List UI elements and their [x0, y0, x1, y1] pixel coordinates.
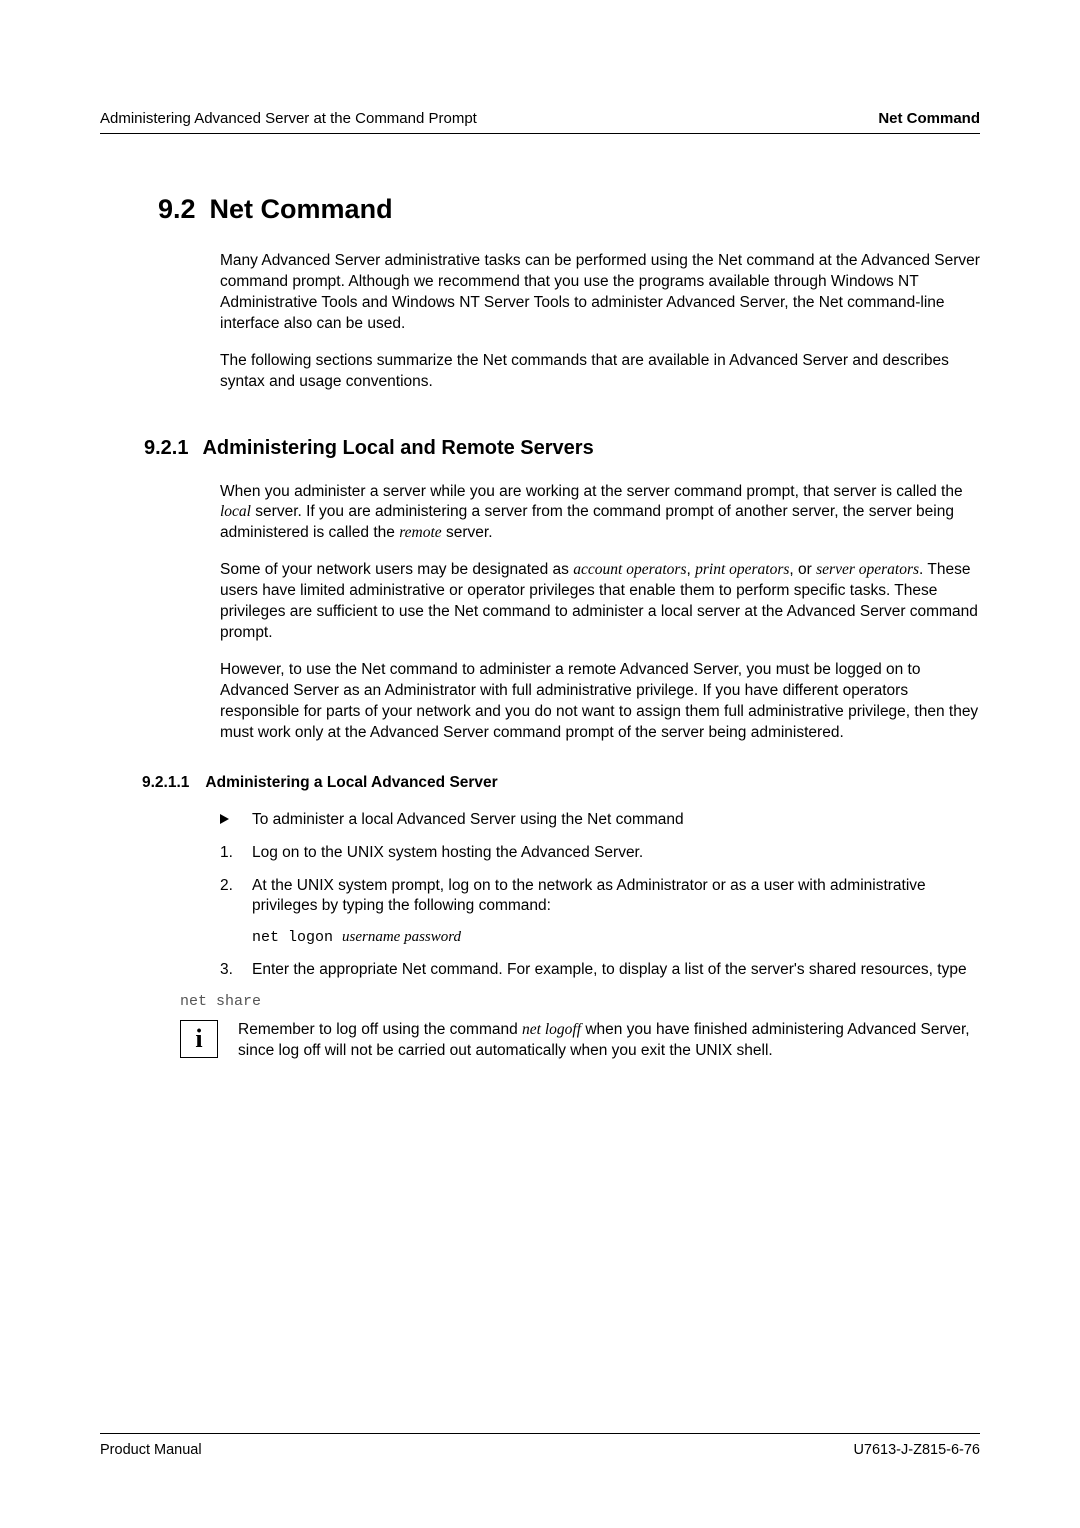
step-number: 3. — [220, 960, 252, 981]
italic-term-net-logoff: net logoff — [522, 1021, 581, 1038]
step-1: 1. Log on to the UNIX system hosting the… — [220, 843, 980, 864]
info-icon: i — [180, 1020, 218, 1058]
text-fragment: server. If you are administering a serve… — [220, 503, 954, 541]
procedure-bullet: To administer a local Advanced Server us… — [220, 810, 980, 831]
subsection-title: Administering Local and Remote Servers — [202, 437, 593, 459]
subsection-number: 9.2.1 — [144, 437, 188, 460]
italic-term-account-operators: account operators — [573, 561, 686, 578]
subsection-para-2: Some of your network users may be design… — [220, 560, 980, 644]
italic-term-remote: remote — [399, 524, 441, 541]
section-number: 9.2 — [158, 194, 196, 225]
page-header: Administering Advanced Server at the Com… — [100, 110, 980, 134]
step-text: Enter the appropriate Net command. For e… — [252, 960, 980, 981]
section-heading: 9.2 Net Command — [158, 194, 980, 225]
italic-term-server-operators: server operators — [816, 561, 919, 578]
code-text: net logon — [252, 929, 342, 946]
triangle-bullet-icon — [220, 810, 252, 831]
section-para-1: Many Advanced Server administrative task… — [220, 251, 980, 335]
step-text: Log on to the UNIX system hosting the Ad… — [252, 843, 980, 864]
step-number: 2. — [220, 876, 252, 918]
text-fragment: Some of your network users may be design… — [220, 561, 573, 578]
step-3: 3. Enter the appropriate Net command. Fo… — [220, 960, 980, 981]
info-icon-glyph: i — [195, 1024, 202, 1054]
bullet-text: To administer a local Advanced Server us… — [252, 810, 980, 831]
header-right-text: Net Command — [878, 110, 980, 127]
text-fragment: , — [686, 561, 695, 578]
text-fragment: Remember to log off using the command — [238, 1021, 522, 1038]
subsection-heading: 9.2.1 Administering Local and Remote Serv… — [144, 437, 980, 460]
subsub-title: Administering a Local Advanced Server — [205, 774, 497, 791]
subsub-number: 9.2.1.1 — [142, 774, 189, 792]
section-para-2: The following sections summarize the Net… — [220, 351, 980, 393]
text-fragment: server. — [442, 524, 493, 541]
italic-term-print-operators: print operators — [695, 561, 789, 578]
subsub-heading: 9.2.1.1 Administering a Local Advanced Se… — [142, 774, 980, 792]
section-title: Net Command — [210, 194, 393, 224]
header-left-text: Administering Advanced Server at the Com… — [100, 110, 477, 127]
code-args-italic: username password — [342, 929, 461, 945]
page-footer: Product Manual U7613-J-Z815-6-76 — [100, 1433, 980, 1458]
main-content: 9.2 Net Command Many Advanced Server admi… — [100, 194, 980, 1062]
info-note: i Remember to log off using the command … — [180, 1020, 980, 1062]
italic-term-local: local — [220, 503, 251, 520]
step-text: At the UNIX system prompt, log on to the… — [252, 876, 980, 918]
step-number: 1. — [220, 843, 252, 864]
text-fragment: When you administer a server while you a… — [220, 483, 963, 500]
step-2: 2. At the UNIX system prompt, log on to … — [220, 876, 980, 918]
subsection-para-3: However, to use the Net command to admin… — [220, 660, 980, 744]
text-fragment: , or — [789, 561, 816, 578]
info-text: Remember to log off using the command ne… — [238, 1020, 980, 1062]
footer-right-text: U7613-J-Z815-6-76 — [853, 1442, 980, 1458]
footer-left-text: Product Manual — [100, 1442, 202, 1458]
command-net-logon: net logon username password — [252, 929, 980, 946]
subsection-para-1: When you administer a server while you a… — [220, 482, 980, 545]
command-net-share: net share — [180, 993, 980, 1010]
